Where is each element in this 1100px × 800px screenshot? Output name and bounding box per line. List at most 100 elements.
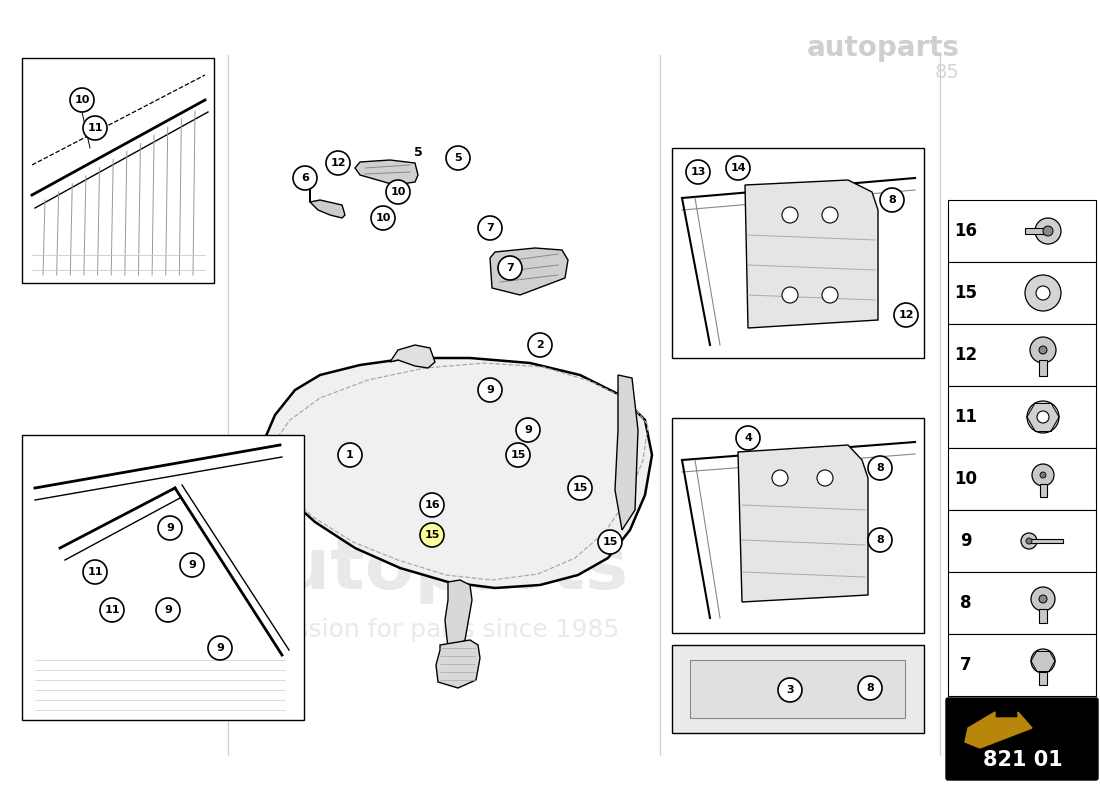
Text: 15: 15: [603, 537, 618, 547]
Text: 16: 16: [955, 222, 978, 240]
Bar: [948, 262, 1096, 324]
Circle shape: [686, 160, 710, 184]
Polygon shape: [390, 345, 435, 368]
Circle shape: [858, 676, 882, 700]
Text: 9: 9: [524, 425, 532, 435]
Circle shape: [70, 88, 94, 112]
Bar: [672, 418, 924, 633]
Circle shape: [1025, 275, 1062, 311]
Circle shape: [568, 476, 592, 500]
Text: 7: 7: [506, 263, 514, 273]
Text: autoparts: autoparts: [807, 34, 960, 62]
Text: 11: 11: [87, 123, 102, 133]
Circle shape: [1043, 226, 1053, 236]
Polygon shape: [745, 180, 878, 328]
Text: 11: 11: [104, 605, 120, 615]
Circle shape: [598, 530, 622, 554]
Bar: [1025, 228, 1047, 234]
Circle shape: [420, 493, 444, 517]
Polygon shape: [738, 445, 868, 602]
Circle shape: [293, 166, 317, 190]
Bar: [1040, 484, 1046, 497]
Text: 10: 10: [75, 95, 90, 105]
Circle shape: [528, 333, 552, 357]
Text: 16: 16: [425, 500, 440, 510]
Circle shape: [778, 678, 802, 702]
Text: 9: 9: [166, 523, 174, 533]
Text: 8: 8: [876, 535, 884, 545]
Circle shape: [1027, 401, 1059, 433]
Circle shape: [726, 156, 750, 180]
Text: 9: 9: [164, 605, 172, 615]
Text: 8: 8: [888, 195, 895, 205]
Circle shape: [1031, 587, 1055, 611]
Text: 821 01: 821 01: [983, 750, 1063, 770]
Text: 9: 9: [960, 532, 971, 550]
Bar: [948, 386, 1096, 448]
Text: 10: 10: [955, 470, 978, 488]
Circle shape: [817, 470, 833, 486]
Text: autoparts: autoparts: [231, 535, 629, 605]
Circle shape: [100, 598, 124, 622]
Text: a passion for parts since 1985: a passion for parts since 1985: [241, 618, 619, 642]
Text: 12: 12: [899, 310, 914, 320]
Circle shape: [326, 151, 350, 175]
Bar: [948, 324, 1096, 386]
Circle shape: [1037, 411, 1049, 423]
Bar: [948, 200, 1096, 262]
Text: 9: 9: [188, 560, 196, 570]
Polygon shape: [436, 640, 480, 688]
Circle shape: [1040, 595, 1047, 603]
Polygon shape: [355, 160, 418, 185]
Circle shape: [1021, 533, 1037, 549]
Polygon shape: [490, 248, 568, 295]
Text: 8: 8: [960, 594, 971, 612]
Circle shape: [478, 216, 502, 240]
Circle shape: [894, 303, 918, 327]
Circle shape: [478, 378, 502, 402]
Circle shape: [736, 426, 760, 450]
Text: 10: 10: [390, 187, 406, 197]
Bar: [672, 148, 924, 358]
Circle shape: [1036, 286, 1050, 300]
Circle shape: [420, 523, 444, 547]
Text: 8: 8: [876, 463, 884, 473]
Bar: [948, 572, 1096, 634]
Polygon shape: [255, 358, 652, 588]
Text: 12: 12: [330, 158, 345, 168]
Circle shape: [158, 516, 182, 540]
Bar: [690, 660, 905, 718]
Circle shape: [506, 443, 530, 467]
Text: 3: 3: [786, 685, 794, 695]
Circle shape: [156, 598, 180, 622]
Circle shape: [208, 636, 232, 660]
Circle shape: [782, 287, 797, 303]
Circle shape: [1035, 218, 1062, 244]
Polygon shape: [446, 580, 472, 650]
Text: 15: 15: [572, 483, 587, 493]
Polygon shape: [615, 375, 638, 530]
Text: 15: 15: [425, 530, 440, 540]
Text: 9: 9: [486, 385, 494, 395]
Text: 11: 11: [87, 567, 102, 577]
FancyBboxPatch shape: [946, 698, 1098, 780]
Circle shape: [1032, 464, 1054, 486]
Circle shape: [868, 528, 892, 552]
Circle shape: [868, 456, 892, 480]
Circle shape: [772, 470, 788, 486]
Circle shape: [498, 256, 522, 280]
Polygon shape: [310, 185, 345, 218]
Circle shape: [822, 207, 838, 223]
Text: 15: 15: [955, 284, 978, 302]
Bar: [948, 510, 1096, 572]
Circle shape: [516, 418, 540, 442]
Text: 6: 6: [301, 173, 309, 183]
Text: 13: 13: [691, 167, 706, 177]
Circle shape: [338, 443, 362, 467]
Circle shape: [1026, 538, 1032, 544]
Bar: [1040, 609, 1047, 623]
Circle shape: [1031, 649, 1055, 673]
Circle shape: [782, 207, 797, 223]
Text: 5: 5: [414, 146, 422, 158]
Text: 4: 4: [744, 433, 752, 443]
